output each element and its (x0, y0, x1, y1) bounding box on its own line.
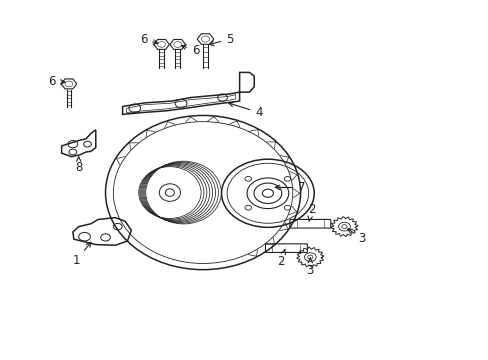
Circle shape (262, 189, 273, 197)
Text: 3: 3 (347, 229, 365, 244)
Text: 2: 2 (307, 203, 315, 221)
Text: 8: 8 (75, 157, 82, 174)
Text: 1: 1 (72, 242, 91, 267)
Text: 4: 4 (228, 102, 263, 119)
Text: 7: 7 (275, 181, 305, 194)
Text: 6: 6 (181, 44, 199, 57)
Text: 3: 3 (306, 258, 313, 277)
Text: 6: 6 (140, 32, 158, 46)
Text: 5: 5 (209, 32, 233, 46)
Text: 6: 6 (48, 75, 65, 88)
Text: 2: 2 (277, 249, 285, 268)
